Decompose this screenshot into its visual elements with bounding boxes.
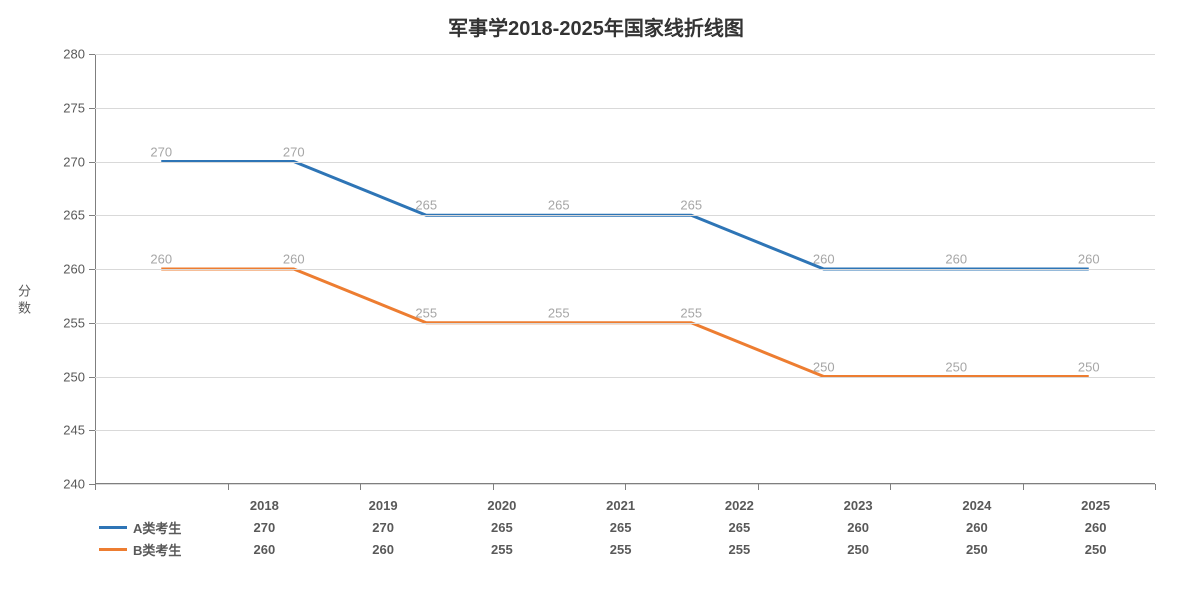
data-label: 260: [1078, 252, 1100, 267]
legend-value-cell: 260: [799, 520, 918, 535]
legend-series-label: A类考生: [95, 518, 205, 537]
legend-value-cell: 255: [561, 542, 680, 557]
legend-swatch: [99, 526, 127, 529]
gridline: [95, 269, 1155, 270]
data-label: 255: [680, 305, 702, 320]
legend-value-cell: 250: [918, 542, 1037, 557]
ytick-label: 260: [63, 262, 95, 277]
gridline: [95, 430, 1155, 431]
legend-row: B类考生260260255255255250250250: [95, 538, 1155, 560]
legend-value-cell: 260: [1036, 520, 1155, 535]
legend-value-cell: 260: [205, 542, 324, 557]
data-label: 270: [283, 144, 305, 159]
data-label: 260: [945, 252, 967, 267]
xtick-mark: [1155, 484, 1156, 490]
ytick-label: 255: [63, 315, 95, 330]
legend-value-cell: 270: [205, 520, 324, 535]
legend-swatch: [99, 548, 127, 551]
legend-value-cell: 255: [680, 542, 799, 557]
xtick-mark: [228, 484, 229, 490]
data-label: 250: [813, 359, 835, 374]
ytick-label: 280: [63, 47, 95, 62]
xtick-mark: [360, 484, 361, 490]
legend-value-cell: 260: [324, 542, 443, 557]
xtick-mark: [625, 484, 626, 490]
legend-value-cell: 265: [561, 520, 680, 535]
legend-value-cell: 265: [443, 520, 562, 535]
ytick-label: 265: [63, 208, 95, 223]
xtick-label: 2020: [443, 498, 562, 513]
legend-value-cell: 250: [1036, 542, 1155, 557]
legend-value-cell: 255: [443, 542, 562, 557]
ytick-label: 275: [63, 100, 95, 115]
gridline: [95, 215, 1155, 216]
legend-series-name: A类考生: [133, 518, 181, 537]
xtick-label: 2025: [1036, 498, 1155, 513]
xtick-mark: [493, 484, 494, 490]
gridline: [95, 108, 1155, 109]
chart-title: 军事学2018-2025年国家线折线图: [0, 12, 1192, 41]
xtick-label: 2019: [324, 498, 443, 513]
data-label: 250: [1078, 359, 1100, 374]
xtick-mark: [890, 484, 891, 490]
data-label: 255: [548, 305, 570, 320]
data-label: 260: [150, 252, 172, 267]
legend-data-table: 20182019202020212022202320242025A类考生2702…: [95, 494, 1155, 560]
legend-header-row: 20182019202020212022202320242025: [95, 494, 1155, 516]
data-label: 260: [283, 252, 305, 267]
xtick-mark: [95, 484, 96, 490]
ytick-label: 240: [63, 477, 95, 492]
legend-series-name: B类考生: [133, 540, 181, 559]
plot-area: 2402452502552602652702752802702702652652…: [95, 54, 1155, 484]
legend-series-label: B类考生: [95, 540, 205, 559]
legend-value-cell: 265: [680, 520, 799, 535]
ytick-label: 270: [63, 154, 95, 169]
data-label: 265: [415, 198, 437, 213]
xtick-mark: [758, 484, 759, 490]
data-label: 255: [415, 305, 437, 320]
xtick-mark: [1023, 484, 1024, 490]
xtick-label: 2023: [799, 498, 918, 513]
legend-value-cell: 250: [799, 542, 918, 557]
gridline: [95, 377, 1155, 378]
y-axis-label: 分数: [14, 284, 33, 318]
data-label: 250: [945, 359, 967, 374]
ytick-label: 250: [63, 369, 95, 384]
ytick-label: 245: [63, 423, 95, 438]
data-label: 270: [150, 144, 172, 159]
gridline: [95, 162, 1155, 163]
legend-value-cell: 260: [918, 520, 1037, 535]
legend-value-cell: 270: [324, 520, 443, 535]
data-label: 265: [548, 198, 570, 213]
legend-row: A类考生270270265265265260260260: [95, 516, 1155, 538]
data-label: 260: [813, 252, 835, 267]
xtick-label: 2021: [561, 498, 680, 513]
chart-container: 军事学2018-2025年国家线折线图 分数 24024525025526026…: [0, 0, 1192, 601]
gridline: [95, 54, 1155, 55]
data-label: 265: [680, 198, 702, 213]
xtick-label: 2024: [918, 498, 1037, 513]
xtick-label: 2018: [205, 498, 324, 513]
gridline: [95, 323, 1155, 324]
xtick-label: 2022: [680, 498, 799, 513]
